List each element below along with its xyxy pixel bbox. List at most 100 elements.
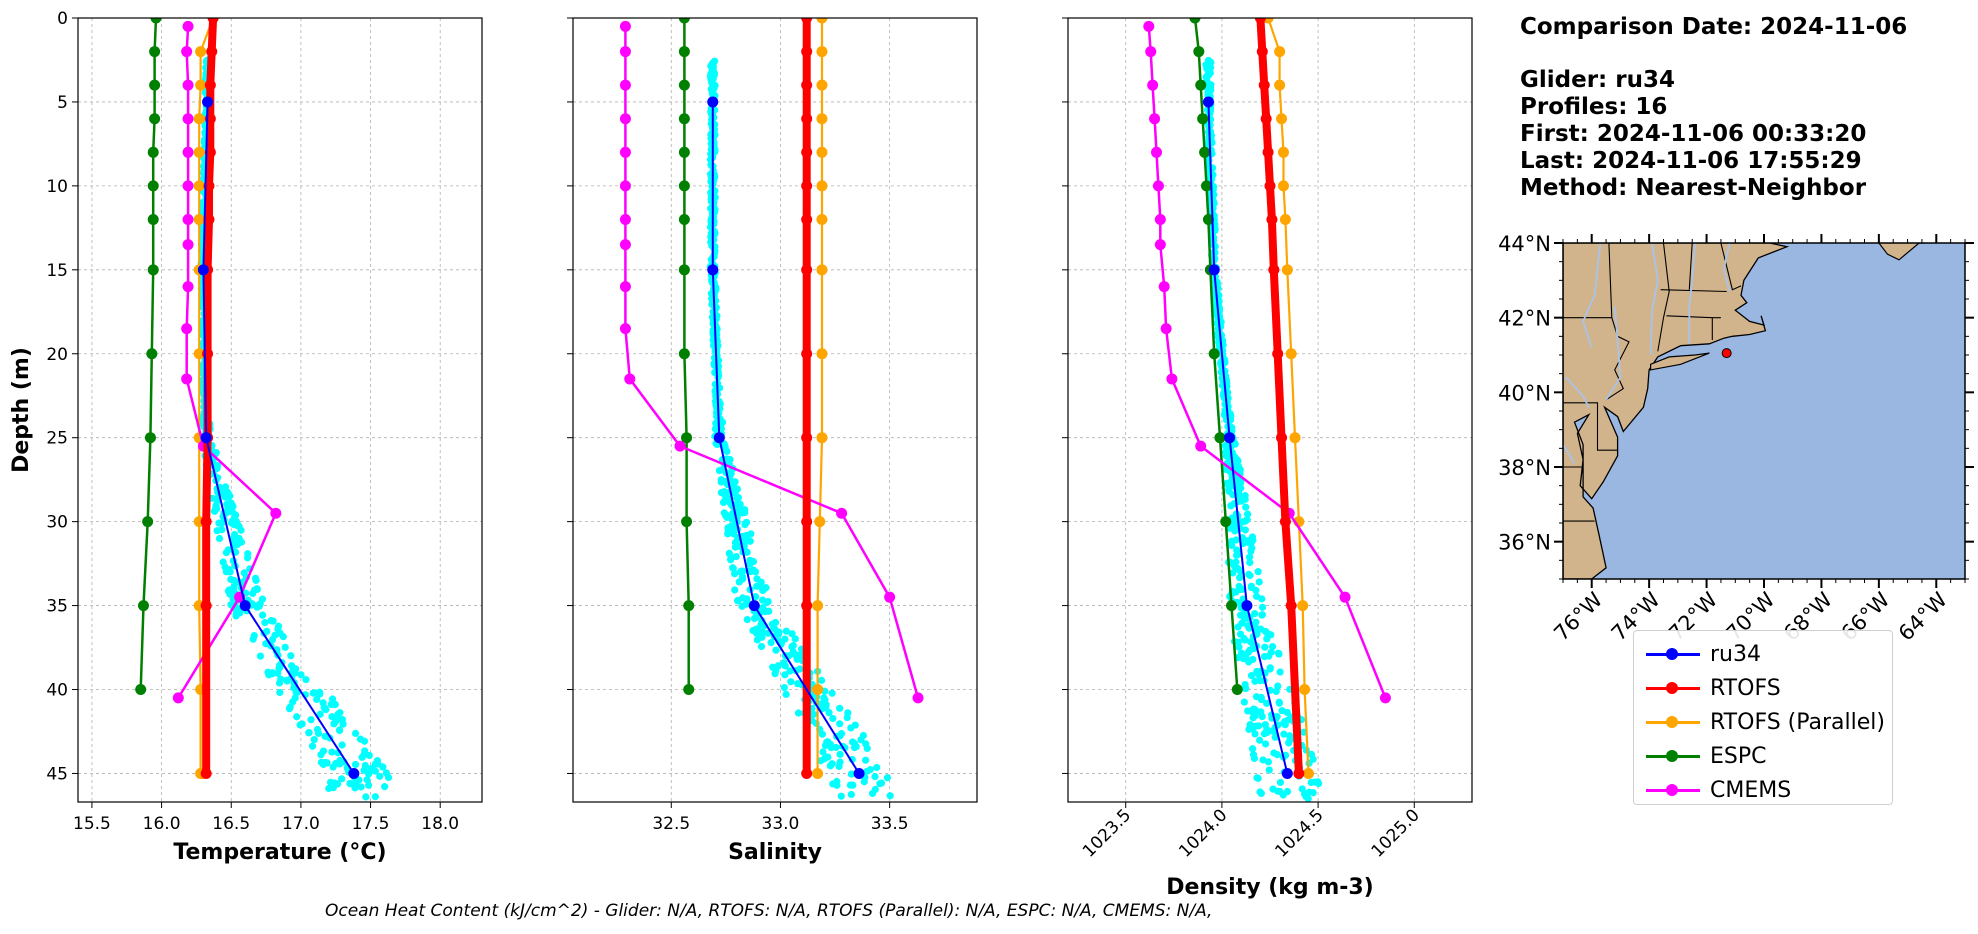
series-point [801, 213, 813, 225]
glider-point [379, 763, 387, 771]
glider-point [351, 779, 360, 788]
glider-point [314, 729, 323, 737]
glider-point [1263, 635, 1271, 643]
glider-point [1314, 778, 1322, 786]
series-point [1262, 146, 1274, 158]
glider-point [756, 582, 765, 591]
series-point [619, 180, 631, 192]
glider-point [1205, 90, 1213, 98]
glider-point [836, 720, 844, 728]
series-point [707, 96, 719, 108]
series-point [801, 113, 813, 125]
glider-point [328, 695, 337, 703]
x-tick-label: 1023.5 [1079, 805, 1135, 861]
glider-point [1232, 551, 1241, 559]
series-point [200, 516, 212, 528]
series-point [678, 146, 690, 158]
glider-point [233, 540, 241, 549]
series-point [801, 600, 813, 612]
glider-point [232, 610, 240, 618]
glider-point [791, 635, 799, 643]
glider-point [381, 783, 389, 791]
glider-point [796, 665, 804, 673]
series-point [1220, 516, 1232, 528]
glider-point [708, 66, 716, 74]
glider-point [1257, 789, 1265, 797]
legend-label: ru34 [1710, 641, 1761, 667]
series-point [1276, 432, 1288, 444]
glider-point [310, 735, 318, 744]
y-tick-label: 45 [46, 764, 68, 784]
glider-name: Glider: ru34 [1520, 67, 1675, 93]
series-point [348, 767, 360, 779]
series-point [200, 600, 212, 612]
glider-point [336, 756, 344, 765]
glider-point [351, 729, 360, 737]
glider-point [737, 567, 745, 575]
y-tick-label: 35 [46, 597, 68, 617]
glider-point [707, 75, 715, 83]
glider-point [1235, 465, 1243, 473]
series-point [1189, 18, 1201, 24]
glider-point [753, 575, 761, 583]
glider-point [824, 738, 832, 746]
glider-point [722, 512, 730, 520]
series-point [200, 767, 212, 779]
series-point [1281, 264, 1293, 276]
y-tick-label: 15 [46, 261, 68, 281]
series-point [812, 767, 824, 779]
glider-point [249, 635, 257, 643]
series-espc [678, 18, 695, 696]
glider-point [384, 773, 393, 782]
glider-point [859, 731, 868, 740]
glider-point [741, 520, 749, 529]
glider-point [796, 651, 804, 659]
glider-point [862, 756, 870, 764]
glider-point [1253, 774, 1261, 782]
series-line [1267, 18, 1310, 774]
x-tick-label: 15.5 [73, 814, 111, 834]
glider-point [1272, 687, 1280, 696]
series-point [816, 113, 828, 125]
series-point [147, 213, 159, 225]
state-border [1660, 289, 1727, 293]
glider-point [1257, 693, 1265, 702]
series-point [200, 432, 212, 444]
glider-point [376, 772, 384, 780]
glider-point [1238, 619, 1246, 627]
x-tick-label: 16.5 [212, 814, 250, 834]
glider-point [329, 763, 337, 771]
series-point [801, 46, 813, 58]
glider-point [261, 619, 269, 627]
y-tick-label: 30 [46, 513, 68, 533]
state-border [1720, 243, 1742, 291]
legend-swatch-espc [1642, 746, 1704, 766]
series-ru34 [1202, 96, 1293, 779]
series-point [619, 79, 631, 91]
glider-location-marker [1721, 348, 1732, 359]
glider-point [743, 615, 751, 624]
glider-point [302, 676, 310, 684]
series-point [1274, 46, 1286, 58]
glider-point [1241, 636, 1249, 644]
legend-label: RTOFS (Parallel) [1710, 709, 1885, 735]
series-point [206, 46, 218, 58]
glider-point [1283, 708, 1291, 717]
series-point [197, 264, 209, 276]
glider-point [1298, 785, 1306, 793]
glider-point [1249, 705, 1258, 713]
glider-point [297, 671, 305, 679]
legend-label: CMEMS [1710, 777, 1792, 803]
glider-point [259, 611, 267, 619]
glider-point [738, 575, 747, 583]
glider-point [1259, 756, 1267, 764]
glider-point [1234, 565, 1242, 573]
series-point [1154, 213, 1166, 225]
glider-point [743, 595, 751, 603]
glider-point [1236, 574, 1244, 582]
series-point [1145, 46, 1157, 58]
series-point [678, 348, 690, 360]
glider-point [850, 739, 859, 748]
glider-point [281, 643, 289, 651]
